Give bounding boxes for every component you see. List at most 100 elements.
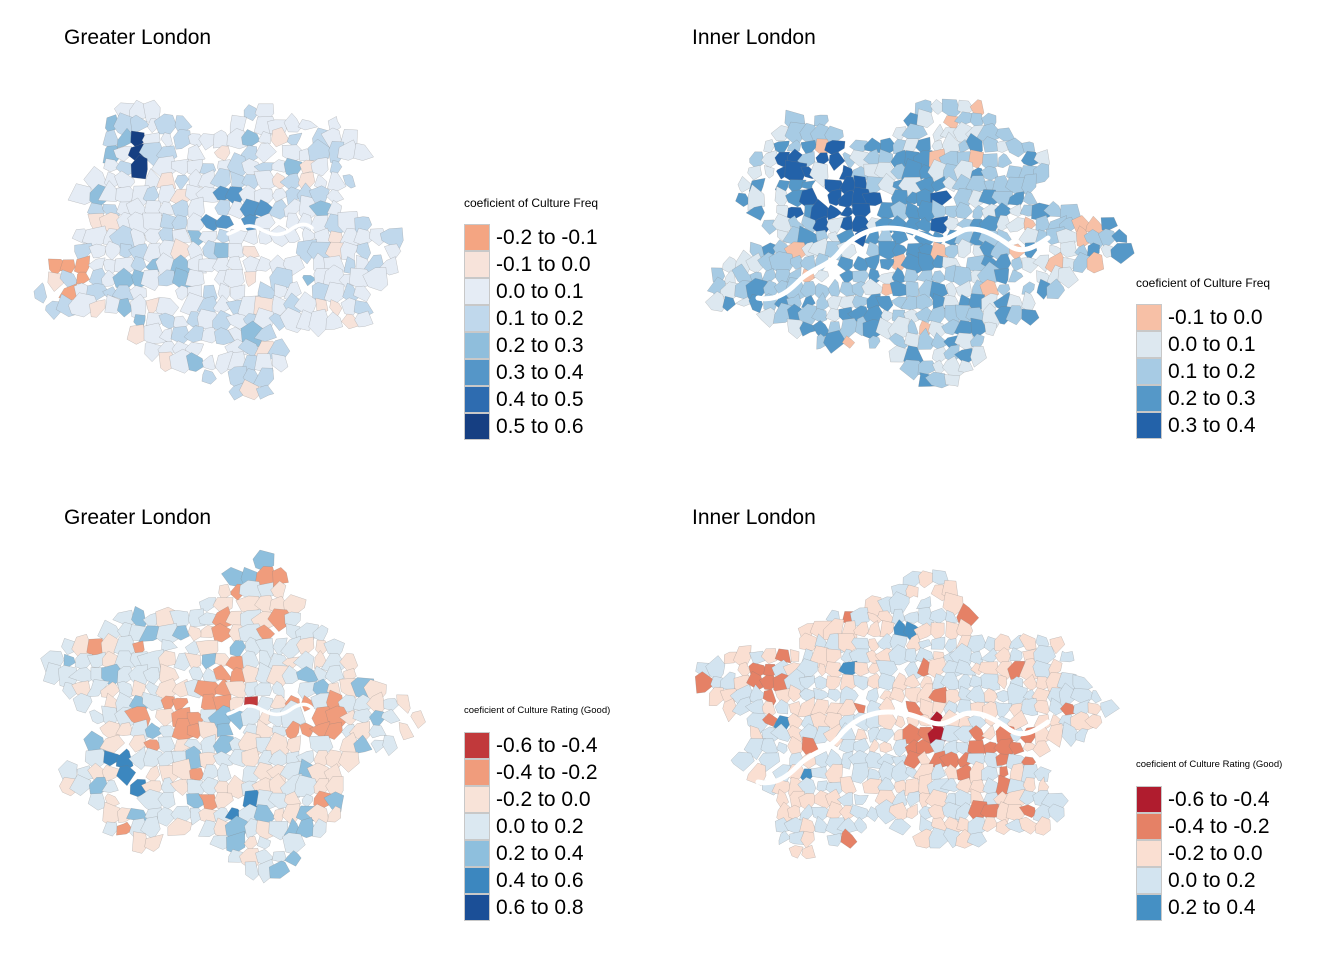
ward-polygon (171, 158, 191, 176)
thames-river (226, 222, 314, 237)
legend-label: -0.4 to -0.2 (1168, 814, 1270, 838)
ward-polygon (116, 821, 134, 836)
legend: coeficient of Culture Rating (Good) -0.6… (464, 704, 610, 921)
legend-label: 0.2 to 0.3 (1168, 386, 1256, 410)
ward-polygon (722, 295, 736, 312)
ward-polygon (155, 708, 178, 728)
ward-polygon (944, 638, 957, 654)
ward-polygon (944, 374, 960, 387)
panel-inner-london-freq: Inner London coeficient of Culture Freq … (672, 0, 1344, 480)
ward-polygon (1009, 647, 1023, 661)
legend-item: 0.2 to 0.3 (1136, 385, 1270, 412)
legend-swatch (464, 224, 490, 251)
ward-polygon (748, 650, 766, 665)
ward-polygon (1100, 244, 1115, 258)
choropleth-map (33, 99, 404, 401)
ward-polygon (899, 359, 924, 381)
ward-polygon (828, 151, 846, 171)
ward-polygon (810, 766, 830, 779)
ward-polygon (1021, 308, 1040, 326)
ward-polygon (1022, 742, 1039, 752)
legend-item: 0.3 to 0.4 (464, 359, 598, 386)
ward-polygon (818, 663, 827, 677)
ward-polygon (1005, 217, 1025, 233)
ward-polygon (295, 817, 316, 838)
ward-polygon (929, 607, 950, 624)
legend-swatch (1136, 813, 1162, 840)
legend-item: -0.4 to -0.2 (464, 759, 610, 786)
ward-polygon (115, 722, 135, 736)
ward-polygon (97, 180, 121, 202)
legend-swatch (1136, 331, 1162, 358)
ward-polygon (1008, 203, 1023, 217)
ward-polygon (161, 639, 178, 652)
legend-swatch (464, 813, 490, 840)
panel-greater-london-freq: Greater London coeficient of Culture Fre… (0, 0, 672, 480)
ward-polygon (324, 721, 343, 740)
ward-polygon (854, 661, 869, 677)
ward-polygon (735, 192, 752, 207)
legend-swatch (1136, 786, 1162, 813)
ward-polygon (353, 285, 371, 303)
ward-polygon (995, 818, 1012, 835)
ward-polygon (1084, 714, 1103, 730)
ward-polygon (745, 205, 765, 221)
ward-polygon (997, 153, 1013, 168)
ward-polygon (144, 722, 166, 740)
legend-item: 0.1 to 0.2 (1136, 358, 1270, 385)
ward-polygon (171, 625, 190, 641)
ward-polygon (798, 675, 816, 690)
ward-polygon (824, 763, 843, 785)
ward-polygon (87, 793, 107, 811)
legend-title: coeficient of Culture Freq (1136, 276, 1271, 290)
ward-polygon (906, 791, 921, 808)
legend-swatch (1136, 894, 1162, 921)
ward-polygon (1033, 162, 1050, 185)
ward-polygon (966, 831, 987, 848)
ward-polygon (788, 845, 804, 859)
legend-item: 0.0 to 0.2 (464, 813, 610, 840)
ward-polygon (187, 144, 206, 163)
thames-river (755, 225, 1051, 302)
legend-item: -0.1 to 0.0 (464, 251, 598, 278)
ward-polygon (175, 285, 191, 301)
legend-item: 0.0 to 0.2 (1136, 867, 1282, 894)
ward-polygon (327, 171, 347, 192)
ward-polygon (342, 174, 356, 189)
legend-item: -0.2 to 0.0 (464, 786, 610, 813)
ward-polygon (790, 649, 800, 663)
ward-polygon (59, 259, 76, 274)
legend-item: -0.4 to -0.2 (1136, 813, 1282, 840)
ward-polygon (801, 180, 816, 191)
ward-polygon (99, 734, 125, 754)
ward-polygon (225, 313, 251, 330)
ward-polygon (760, 648, 778, 665)
ward-polygon (160, 132, 173, 148)
choropleth-map (40, 549, 426, 884)
ward-polygon (268, 820, 289, 841)
ward-polygon (242, 255, 260, 275)
ward-polygon (198, 819, 221, 837)
ward-polygon (284, 850, 302, 867)
ward-polygon (140, 269, 161, 291)
ward-polygon (254, 682, 272, 696)
legend-swatch (464, 413, 490, 440)
choropleth-map (705, 98, 1135, 389)
ward-polygon (174, 174, 190, 191)
legend-swatch (464, 251, 490, 278)
ward-polygon (862, 778, 884, 794)
ward-polygon (1059, 650, 1075, 663)
legend-label: 0.1 to 0.2 (1168, 359, 1256, 383)
ward-polygon (879, 741, 893, 753)
ward-polygon (722, 698, 739, 723)
ward-polygon (254, 142, 277, 164)
ward-polygon (774, 699, 789, 715)
ward-polygon (809, 161, 829, 188)
ward-polygon (302, 275, 317, 287)
ward-polygon (1032, 254, 1049, 273)
ward-polygon (67, 183, 93, 205)
legend-label: 0.0 to 0.2 (496, 814, 584, 838)
legend-label: 0.2 to 0.4 (1168, 895, 1256, 919)
legend-item: 0.6 to 0.8 (464, 894, 610, 921)
ward-polygon (811, 806, 832, 822)
